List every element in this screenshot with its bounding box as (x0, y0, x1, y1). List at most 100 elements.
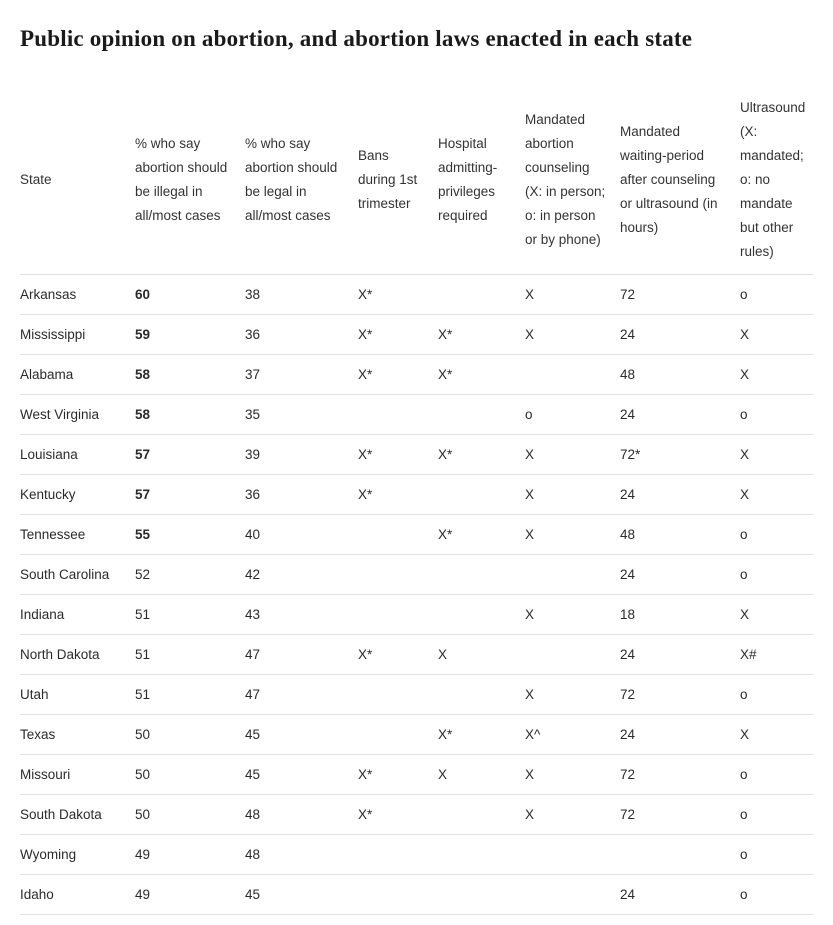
table-row: West Virginia 58 35 o 24 o (20, 394, 813, 435)
value-cell: 72 (620, 674, 740, 715)
value-cell: X (525, 314, 620, 355)
value-cell (438, 834, 525, 875)
value-cell: X (740, 314, 813, 355)
value-cell: 51 (135, 594, 245, 635)
value-cell: X (740, 354, 813, 395)
value-cell (438, 874, 525, 915)
value-cell: 50 (135, 794, 245, 835)
value-cell (358, 554, 438, 595)
value-cell (438, 394, 525, 435)
value-cell: 57 (135, 474, 245, 515)
value-cell: X (740, 714, 813, 755)
state-laws-table: State % who say abortion should be illeg… (20, 86, 813, 915)
table-row: Wyoming 49 48 o (20, 834, 813, 875)
value-cell: 72 (620, 794, 740, 835)
state-cell: Texas (20, 714, 135, 755)
value-cell (358, 874, 438, 915)
value-cell: X (525, 594, 620, 635)
value-cell: X (740, 594, 813, 635)
value-cell: X (438, 754, 525, 795)
table-row: Utah 51 47 X 72 o (20, 674, 813, 715)
state-cell: West Virginia (20, 394, 135, 435)
value-cell: o (740, 874, 813, 915)
value-cell: o (740, 794, 813, 835)
value-cell: X* (358, 354, 438, 395)
header-ultrasound: Ultrasound (X: mandated; o: no mandate b… (740, 86, 813, 275)
value-cell: 55 (135, 514, 245, 555)
table-row: Idaho 49 45 24 o (20, 874, 813, 915)
value-cell: 42 (245, 554, 358, 595)
header-bans-first-trimester: Bans during 1st trimester (358, 86, 438, 275)
header-waiting-period: Mandated waiting-period after counseling… (620, 86, 740, 275)
value-cell: 24 (620, 474, 740, 515)
table-row: Kentucky 57 36 X* X 24 X (20, 474, 813, 515)
value-cell: o (740, 754, 813, 795)
table-row: Texas 50 45 X* X^ 24 X (20, 714, 813, 755)
value-cell: 24 (620, 634, 740, 675)
value-cell: 49 (135, 834, 245, 875)
value-cell (358, 714, 438, 755)
value-cell: 47 (245, 634, 358, 675)
value-cell: X* (358, 754, 438, 795)
value-cell: X (525, 794, 620, 835)
state-cell: Wyoming (20, 834, 135, 875)
value-cell: X (525, 514, 620, 555)
table-row: Tennessee 55 40 X* X 48 o (20, 514, 813, 555)
value-cell: X (525, 674, 620, 715)
state-cell: Missouri (20, 754, 135, 795)
value-cell: X* (438, 434, 525, 475)
value-cell: 45 (245, 714, 358, 755)
value-cell: 24 (620, 554, 740, 595)
value-cell: 72 (620, 754, 740, 795)
state-cell: Utah (20, 674, 135, 715)
table-row: South Carolina 52 42 24 o (20, 554, 813, 595)
value-cell: X (740, 474, 813, 515)
value-cell: 37 (245, 354, 358, 395)
value-cell: 35 (245, 394, 358, 435)
value-cell: X (525, 274, 620, 315)
value-cell: X* (438, 714, 525, 755)
header-state: State (20, 86, 135, 275)
value-cell: 39 (245, 434, 358, 475)
value-cell (438, 474, 525, 515)
state-cell: Kentucky (20, 474, 135, 515)
value-cell: 24 (620, 714, 740, 755)
value-cell: X* (358, 434, 438, 475)
header-row: State % who say abortion should be illeg… (20, 86, 813, 275)
state-cell: Louisiana (20, 434, 135, 475)
value-cell: 24 (620, 394, 740, 435)
value-cell (525, 354, 620, 395)
value-cell: 50 (135, 714, 245, 755)
state-cell: Mississippi (20, 314, 135, 355)
value-cell: X* (438, 514, 525, 555)
value-cell (438, 594, 525, 635)
value-cell: 49 (135, 874, 245, 915)
state-cell: Idaho (20, 874, 135, 915)
table-row: Alabama 58 37 X* X* 48 X (20, 354, 813, 395)
value-cell: 40 (245, 514, 358, 555)
state-cell: Indiana (20, 594, 135, 635)
table-row: Missouri 50 45 X* X X 72 o (20, 754, 813, 795)
value-cell: 24 (620, 314, 740, 355)
value-cell: 45 (245, 754, 358, 795)
value-cell: 51 (135, 674, 245, 715)
value-cell (358, 674, 438, 715)
value-cell: X* (438, 354, 525, 395)
value-cell: 48 (245, 794, 358, 835)
value-cell: 72* (620, 434, 740, 475)
state-cell: Alabama (20, 354, 135, 395)
value-cell (438, 274, 525, 315)
table-row: Louisiana 57 39 X* X* X 72* X (20, 434, 813, 475)
state-cell: Arkansas (20, 274, 135, 315)
value-cell: X (525, 434, 620, 475)
value-cell: 58 (135, 394, 245, 435)
value-cell: 48 (245, 834, 358, 875)
value-cell: X* (358, 634, 438, 675)
value-cell: X* (358, 274, 438, 315)
value-cell: X* (358, 794, 438, 835)
state-cell: North Dakota (20, 634, 135, 675)
value-cell: o (525, 394, 620, 435)
value-cell: X* (358, 474, 438, 515)
value-cell: o (740, 514, 813, 555)
value-cell (438, 674, 525, 715)
